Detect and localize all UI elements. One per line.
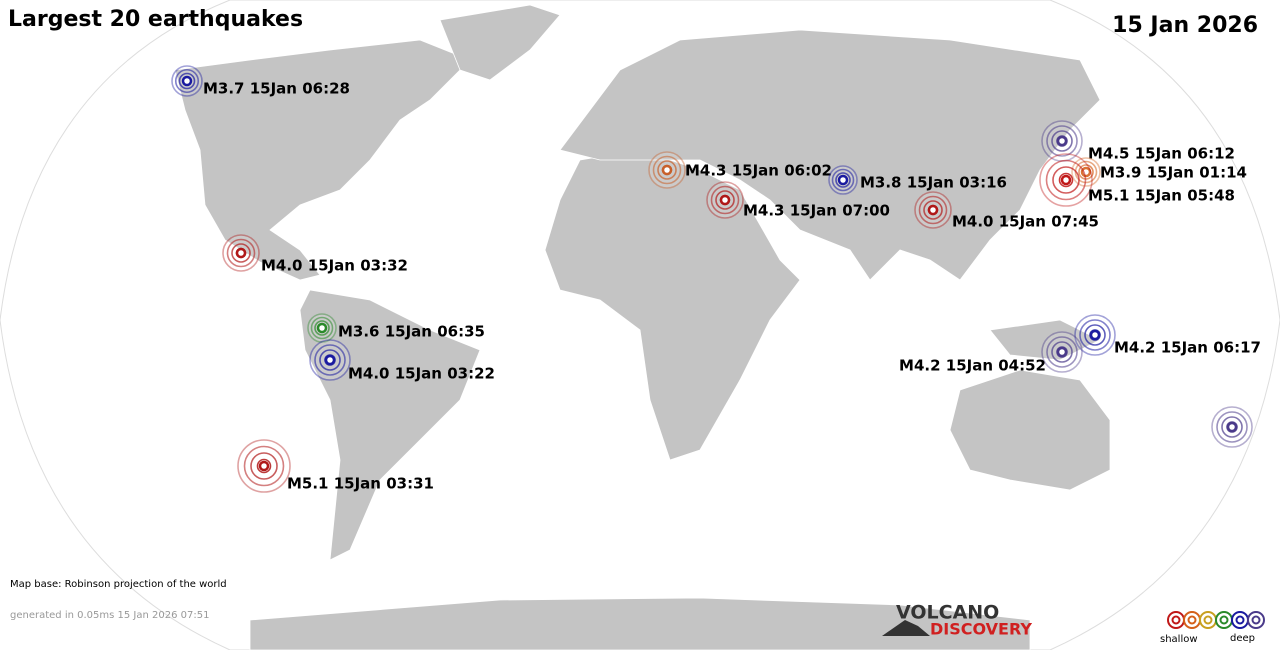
marker-ring <box>652 155 682 185</box>
marker-ring <box>319 349 341 371</box>
earthquake-label: M3.9 15Jan 01:14 <box>1100 164 1247 182</box>
earthquake-marker <box>1074 314 1116 356</box>
earthquake-marker <box>309 339 351 381</box>
legend-ring-inner <box>1235 615 1245 625</box>
title: Largest 20 earthquakes <box>8 7 303 32</box>
map-base-note: Map base: Robinson projection of the wor… <box>10 579 227 590</box>
earthquake-label: M4.0 15Jan 03:32 <box>261 257 408 275</box>
marker-ring <box>243 445 285 487</box>
marker-core <box>1056 135 1068 147</box>
earthquake-marker <box>648 151 686 189</box>
earthquakes: M3.7 15Jan 06:28 M4.3 15Jan 06:02 M4.3 15J… <box>171 65 1261 493</box>
marker-ring <box>1051 130 1073 152</box>
earthquake-marker <box>706 181 744 219</box>
depth-legend <box>1167 611 1265 629</box>
marker-core <box>661 164 673 176</box>
marker-ring <box>1046 336 1078 368</box>
marker-ring <box>314 320 330 336</box>
date: 15 Jan 2026 <box>1112 13 1258 38</box>
marker-ring <box>174 68 200 94</box>
marker-core <box>181 75 193 87</box>
earthquake-label: M4.2 15Jan 04:52 <box>899 357 1046 375</box>
legend-ring <box>1183 611 1201 629</box>
marker-core <box>316 322 328 334</box>
legend-ring-inner <box>1187 615 1197 625</box>
marker-ring <box>310 316 334 340</box>
earthquake-label: M4.2 15Jan 06:17 <box>1114 339 1261 357</box>
marker-ring <box>1051 341 1073 363</box>
marker-core <box>837 174 849 186</box>
marker-core <box>719 194 731 206</box>
marker-core <box>1056 346 1068 358</box>
marker-ring <box>918 195 948 225</box>
legend-ring <box>1199 611 1217 629</box>
marker-ring <box>1045 159 1087 201</box>
marker-core <box>258 460 270 472</box>
earthquake-label: M4.3 15Jan 06:02 <box>685 162 832 180</box>
legend-ring-inner <box>1171 615 1181 625</box>
marker-ring <box>831 168 855 192</box>
marker-ring <box>835 172 851 188</box>
legend-shallow: shallow <box>1160 634 1198 645</box>
marker-ring <box>1084 324 1106 346</box>
marker-ring <box>1046 125 1078 157</box>
earthquake-marker <box>222 234 260 272</box>
legend-ring-inner <box>1251 615 1261 625</box>
earthquake-label: M4.0 15Jan 07:45 <box>952 213 1099 231</box>
logo-discovery: DISCOVERY <box>930 620 1032 639</box>
marker-core <box>235 247 247 259</box>
legend-ring <box>1247 611 1265 629</box>
earthquake-label: M5.1 15Jan 05:48 <box>1088 187 1235 205</box>
earthquake-marker <box>237 439 291 493</box>
earthquake-marker <box>914 191 952 229</box>
earthquake-marker <box>828 165 858 195</box>
marker-core <box>1060 174 1072 186</box>
marker-ring <box>226 238 256 268</box>
marker-ring <box>1052 166 1080 194</box>
earthquake-marker <box>171 65 203 97</box>
marker-core <box>927 204 939 216</box>
marker-ring <box>657 160 677 180</box>
marker-core <box>324 354 336 366</box>
logo-icon <box>882 620 930 636</box>
generated-note: generated in 0.05ms 15 Jan 2026 07:51 <box>10 610 209 621</box>
continents <box>174 4 1111 650</box>
legend-ring <box>1215 611 1233 629</box>
marker-ring <box>715 190 735 210</box>
logo-volcano: VOLCANO <box>896 602 999 624</box>
earthquake-marker <box>1039 153 1093 207</box>
earthquake-marker <box>1041 331 1083 373</box>
earthquake-label: M3.7 15Jan 06:28 <box>203 80 350 98</box>
earthquake-label: M5.1 15Jan 03:31 <box>287 475 434 493</box>
earthquake-label: M3.6 15Jan 06:35 <box>338 323 485 341</box>
marker-ring <box>1216 411 1248 443</box>
marker-ring <box>1058 172 1074 188</box>
legend-ring <box>1231 611 1249 629</box>
earthquake-label: M4.5 15Jan 06:12 <box>1088 145 1235 163</box>
marker-core <box>1089 329 1101 341</box>
legend-ring <box>1167 611 1185 629</box>
legend-ring-inner <box>1203 615 1213 625</box>
earthquake-label: M4.0 15Jan 03:22 <box>348 365 495 383</box>
earthquake-marker <box>307 313 337 343</box>
earthquake-label: M4.3 15Jan 07:00 <box>743 202 890 220</box>
earthquake-marker <box>1211 406 1253 448</box>
legend-deep: deep <box>1230 633 1255 644</box>
marker-ring <box>231 243 251 263</box>
marker-ring <box>178 72 196 90</box>
marker-ring <box>256 458 272 474</box>
marker-ring <box>250 452 278 480</box>
legend-ring-inner <box>1219 615 1229 625</box>
marker-ring <box>923 200 943 220</box>
marker-ring <box>1221 416 1243 438</box>
marker-ring <box>710 185 740 215</box>
marker-core <box>1226 421 1238 433</box>
marker-ring <box>1079 319 1111 351</box>
earthquake-label: M3.8 15Jan 03:16 <box>860 174 1007 192</box>
marker-ring <box>314 344 346 376</box>
